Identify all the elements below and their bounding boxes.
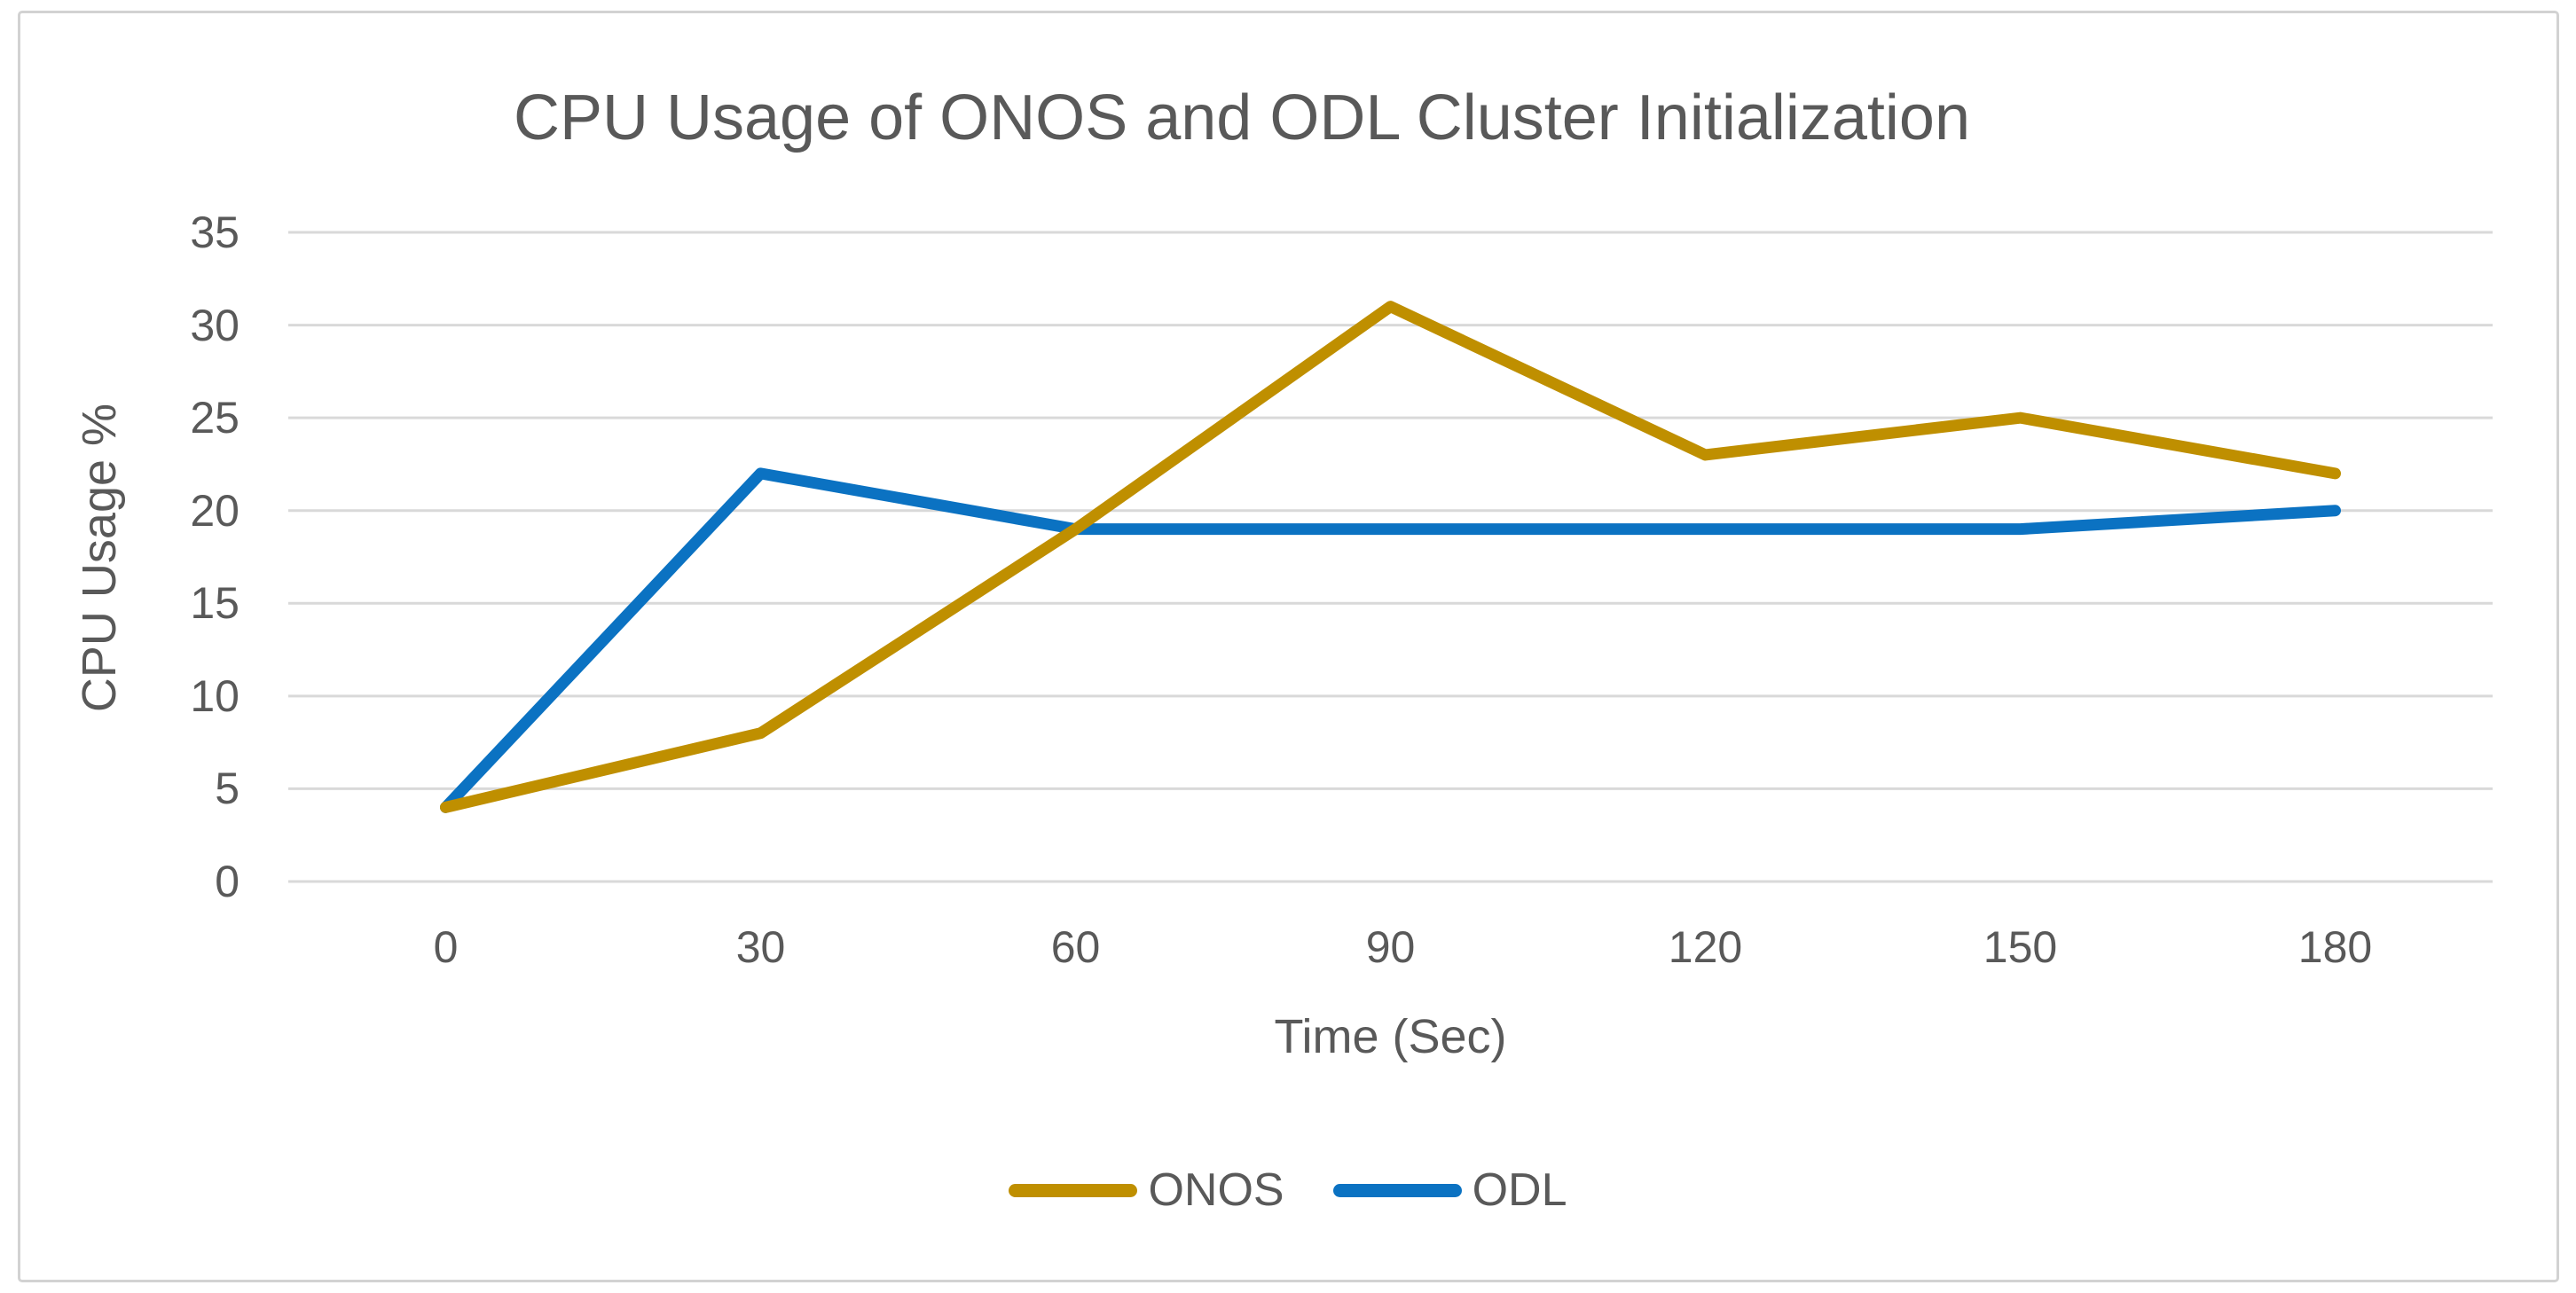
y-axis-title: CPU Usage % (73, 403, 126, 713)
x-tick-label-120: 120 (1668, 922, 1743, 972)
legend: ONOS ODL (0, 1164, 2576, 1217)
chart-border-frame (18, 11, 2559, 1282)
y-tick-label-25: 25 (190, 393, 240, 443)
legend-label-odl: ODL (1472, 1164, 1567, 1216)
x-tick-label-150: 150 (1983, 922, 2058, 972)
y-tick-label-10: 10 (190, 670, 240, 721)
x-tick-label-90: 90 (1365, 922, 1416, 972)
x-tick-label-60: 60 (1050, 922, 1101, 972)
legend-label-onos: ONOS (1148, 1164, 1284, 1216)
y-tick-label-15: 15 (190, 578, 240, 629)
gridlines (288, 231, 2493, 883)
y-tick-label-5: 5 (215, 764, 240, 814)
y-tick-label-35: 35 (190, 208, 240, 257)
y-tick-label-20: 20 (190, 485, 240, 536)
chart-title: CPU Usage of ONOS and ODL Cluster Initia… (513, 82, 1970, 153)
series-line-odl (440, 467, 2341, 813)
series-line-onos (440, 301, 2341, 813)
x-tick-label-180: 180 (2297, 922, 2373, 972)
x-axis-title: Time (Sec) (1274, 1010, 1507, 1063)
x-tick-label-0: 0 (433, 922, 459, 972)
y-tick-label-0: 0 (215, 857, 240, 906)
legend-swatch-odl (1332, 1183, 1462, 1197)
legend-swatch-onos (1009, 1183, 1138, 1197)
x-tick-label-30: 30 (735, 922, 786, 972)
legend-item-odl: ODL (1332, 1164, 1567, 1217)
legend-item-onos: ONOS (1009, 1164, 1284, 1217)
y-tick-label-30: 30 (190, 300, 240, 350)
